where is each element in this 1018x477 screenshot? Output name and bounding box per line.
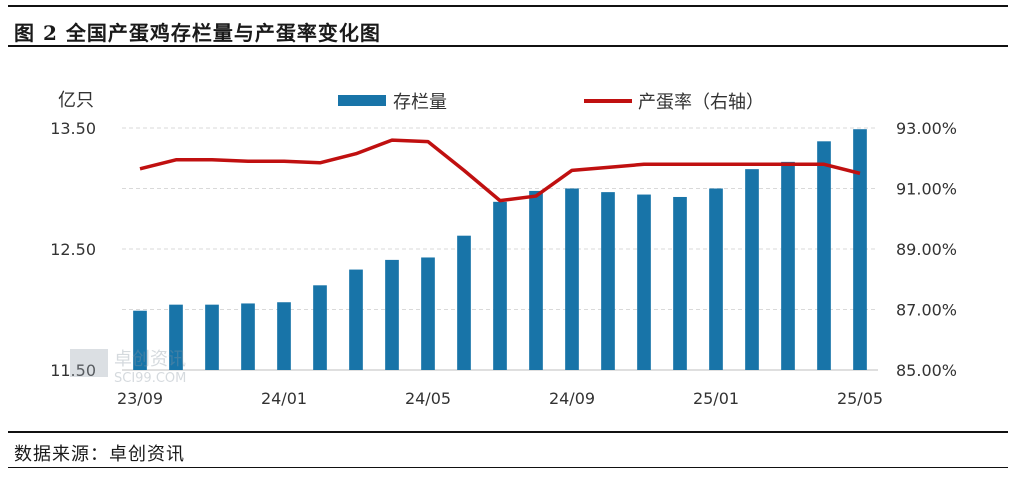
bar-25/01 (709, 188, 723, 370)
bar-series-inventory (133, 129, 867, 370)
title-rule (8, 45, 1008, 47)
x-tick-label: 23/09 (117, 389, 163, 408)
bar-23/09 (133, 310, 147, 370)
right-axis-ticks: 85.00% 87.00% 89.00% 91.00% 93.00% (896, 119, 957, 380)
left-axis-unit-label: 亿只 (58, 90, 94, 111)
bar-25/03 (781, 161, 795, 370)
left-tick-label: 11.50 (50, 361, 96, 380)
right-tick-label: 89.00% (896, 240, 957, 259)
right-tick-label: 87.00% (896, 301, 957, 320)
bar-23/10 (169, 304, 183, 370)
x-tick-label: 25/05 (837, 389, 883, 408)
right-tick-label: 85.00% (896, 361, 957, 380)
left-tick-label: 13.50 (50, 119, 96, 138)
footer-rule (8, 431, 1008, 433)
x-axis-ticks: 23/09 24/01 24/05 24/09 25/01 25/05 (117, 389, 883, 408)
legend: 存栏量 产蛋率（右轴） (338, 92, 764, 113)
left-axis-ticks: 11.50 12.50 13.50 (50, 119, 96, 380)
legend-bar-label: 存栏量 (393, 92, 447, 113)
legend-line-label: 产蛋率（右轴） (638, 92, 764, 113)
x-tick-label: 24/09 (549, 389, 595, 408)
legend-line-swatch (584, 99, 632, 103)
bar-24/08 (529, 190, 543, 370)
figure-header: 图 2 全国产蛋鸡存栏量与产蛋率变化图 (8, 8, 1008, 46)
bar-25/05 (853, 129, 867, 370)
legend-bar-swatch (338, 95, 386, 106)
chart-area: 11.50 12.50 13.50 85.00% 87.00% 89.00% 91.00%… (0, 50, 1018, 430)
right-tick-label: 93.00% (896, 119, 957, 138)
x-tick-label: 24/05 (405, 389, 451, 408)
x-tick-label: 24/01 (261, 389, 307, 408)
line-series-laying-rate (139, 138, 861, 203)
source-note: 数据来源：卓创资讯 (14, 444, 185, 465)
svg-text:卓创资讯: 卓创资讯 (114, 349, 186, 370)
bar-24/10 (601, 192, 615, 370)
svg-text:SCI99.COM: SCI99.COM (114, 371, 186, 385)
bar-24/05 (421, 257, 435, 370)
bar-24/09 (565, 188, 579, 370)
bar-24/12 (673, 196, 687, 370)
bar-24/01 (277, 302, 291, 370)
bar-24/02 (313, 285, 327, 370)
bar-24/04 (385, 259, 399, 370)
top-rule (8, 5, 1008, 7)
bar-24/03 (349, 269, 363, 370)
bar-25/04 (817, 141, 831, 370)
right-tick-label: 91.00% (896, 180, 957, 199)
bar-25/02 (745, 169, 759, 370)
bottom-rule (8, 467, 1008, 468)
bar-24/11 (637, 194, 651, 370)
bar-24/07 (493, 201, 507, 370)
figure-title: 图 2 全国产蛋鸡存栏量与产蛋率变化图 (14, 21, 381, 45)
left-tick-label: 12.50 (50, 240, 96, 259)
combo-chart: 11.50 12.50 13.50 85.00% 87.00% 89.00% 91.00%… (50, 90, 957, 408)
bar-24/06 (457, 235, 471, 370)
x-tick-label: 25/01 (693, 389, 739, 408)
watermark-logo: 卓创资讯 SCI99.COM (70, 349, 186, 385)
bar-23/11 (205, 304, 219, 370)
bar-23/12 (241, 303, 255, 370)
